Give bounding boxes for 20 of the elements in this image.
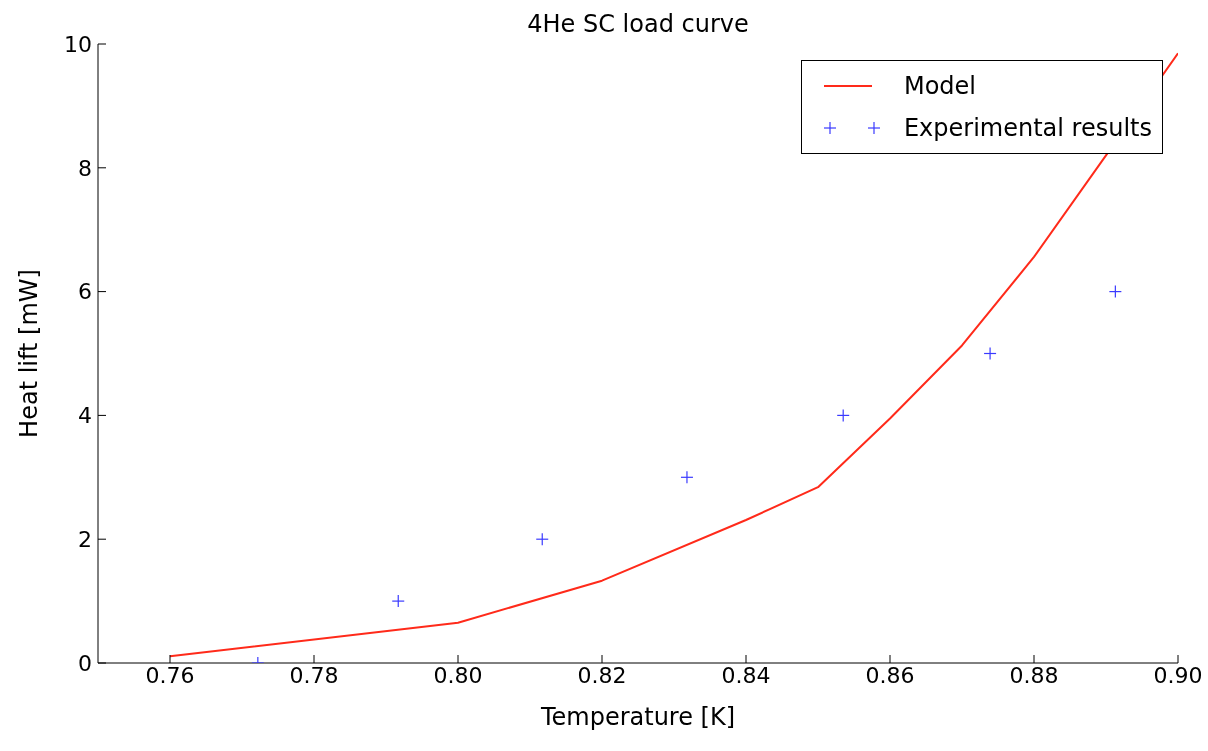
x-tick-label: 0.88 xyxy=(1009,662,1059,688)
y-tick-label: 8 xyxy=(78,155,92,181)
line-series xyxy=(169,52,1178,658)
x-tick-label: 0.82 xyxy=(577,662,627,688)
y-tick-label: 0 xyxy=(78,650,92,676)
legend-label: Experimental results xyxy=(903,113,1152,144)
y-tick-label: 10 xyxy=(64,31,92,57)
x-tick-label: 0.86 xyxy=(865,662,915,688)
chart-title: 4He SC load curve xyxy=(526,10,750,38)
x-axis-title: Temperature [K] xyxy=(539,703,736,732)
legend-label: Model xyxy=(903,71,976,102)
y-tick-label: 6 xyxy=(78,279,92,305)
y-tick-label: 4 xyxy=(78,403,92,429)
x-tick-label: 0.84 xyxy=(721,662,771,688)
x-tick-label: 0.76 xyxy=(145,662,195,688)
x-tick-label: 0.80 xyxy=(433,662,483,688)
x-tick-label: 0.78 xyxy=(289,662,339,688)
y-tick-label: 2 xyxy=(78,527,92,553)
y-axis-title: Heat lift [mW] xyxy=(14,269,43,438)
x-tick-label: 0.90 xyxy=(1153,662,1203,688)
